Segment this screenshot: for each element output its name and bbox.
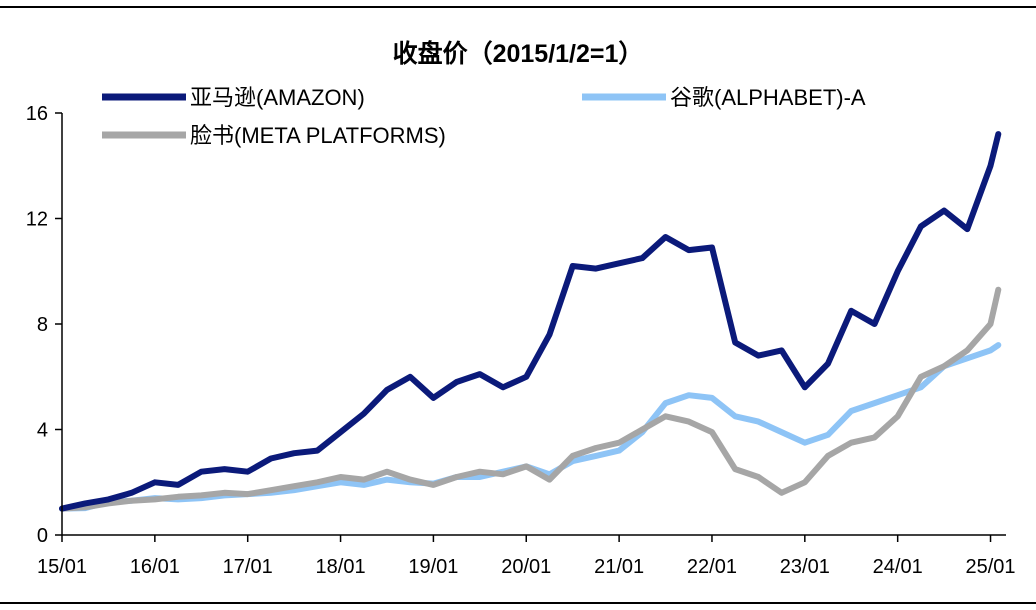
legend-label-amazon: 亚马逊(AMAZON) <box>190 85 365 110</box>
y-tick-label: 12 <box>26 209 48 231</box>
legend-label-meta: 脸书(META PLATFORMS) <box>190 123 446 148</box>
x-axis-ticks: 15/01 16/01 17/01 18/01 19/01 20/01 21/01 22/01… <box>37 535 1016 578</box>
series-line-meta <box>59 286 1002 512</box>
x-tick-label: 16/01 <box>130 556 180 578</box>
legend: 亚马逊(AMAZON) 谷歌(ALPHABET)-A 脸书(META PLATF… <box>102 85 866 148</box>
x-tick-label: 19/01 <box>408 556 458 578</box>
legend-label-alphabet: 谷歌(ALPHABET)-A <box>670 85 866 110</box>
x-tick-label: 17/01 <box>223 556 273 578</box>
frame-top-border <box>0 6 1036 8</box>
chart-title: 收盘价（2015/1/2=1） <box>393 39 644 68</box>
x-tick-label: 25/01 <box>965 556 1015 578</box>
x-tick-label: 21/01 <box>594 556 644 578</box>
y-tick-label: 4 <box>37 420 48 442</box>
y-tick-label: 8 <box>37 314 48 336</box>
x-tick-label: 23/01 <box>780 556 830 578</box>
y-tick-label: 16 <box>26 103 48 125</box>
y-axis-ticks: 0 4 8 12 16 <box>26 103 62 547</box>
frame-bottom-border <box>0 602 1036 604</box>
x-tick-label: 22/01 <box>687 556 737 578</box>
series-layer <box>59 131 1002 512</box>
x-tick-label: 24/01 <box>873 556 923 578</box>
x-tick-label: 18/01 <box>316 556 366 578</box>
series-line-amazon <box>59 131 1002 512</box>
y-tick-label: 0 <box>37 525 48 547</box>
x-tick-label: 20/01 <box>501 556 551 578</box>
x-tick-label: 15/01 <box>37 556 87 578</box>
